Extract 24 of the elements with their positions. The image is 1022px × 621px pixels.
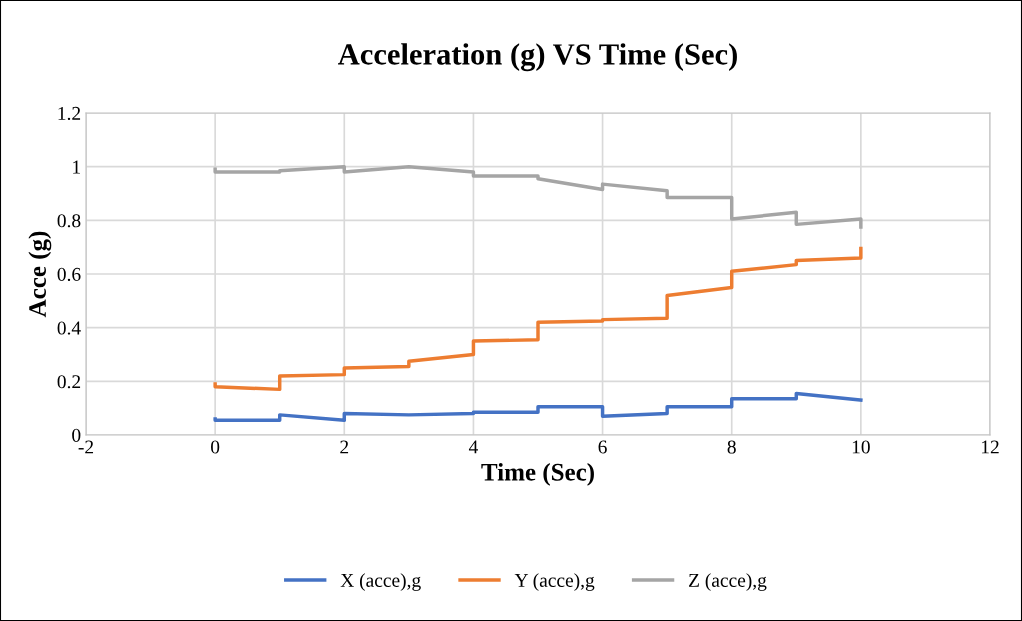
y-tick-label: 1 [73, 160, 80, 174]
line-series [213, 246, 863, 392]
legend-label: Y (acce),g [514, 573, 595, 591]
x-tick-label: 6 [598, 440, 607, 454]
x-tick-label: 8 [727, 440, 736, 454]
x-tick-label: 10 [852, 440, 870, 454]
legend-label: Z (acce),g [689, 573, 767, 591]
y-tick-label: 1.2 [58, 106, 81, 121]
line-series [213, 391, 863, 422]
line-series [213, 164, 863, 229]
x-tick-label: -2 [78, 440, 94, 454]
x-tick-label: 2 [340, 440, 349, 454]
x-tick-label: 4 [468, 440, 478, 454]
y-tick-label: 0.6 [57, 267, 81, 282]
y-tick-label: 0.2 [57, 375, 81, 389]
x-tick-label: 0 [211, 440, 220, 454]
y-axis-title: Acce (g) [28, 231, 52, 318]
x-axis-title: Time (Sec) [481, 463, 594, 486]
y-tick-label: 0.8 [57, 214, 81, 228]
chart-title: Acceleration (g) VS Time (Sec) [338, 43, 737, 72]
x-tick-label: 12 [981, 440, 999, 454]
legend-label: X (acce),g [340, 573, 421, 591]
y-tick-label: 0.4 [57, 321, 81, 335]
y-tick-label: 0 [72, 428, 81, 442]
